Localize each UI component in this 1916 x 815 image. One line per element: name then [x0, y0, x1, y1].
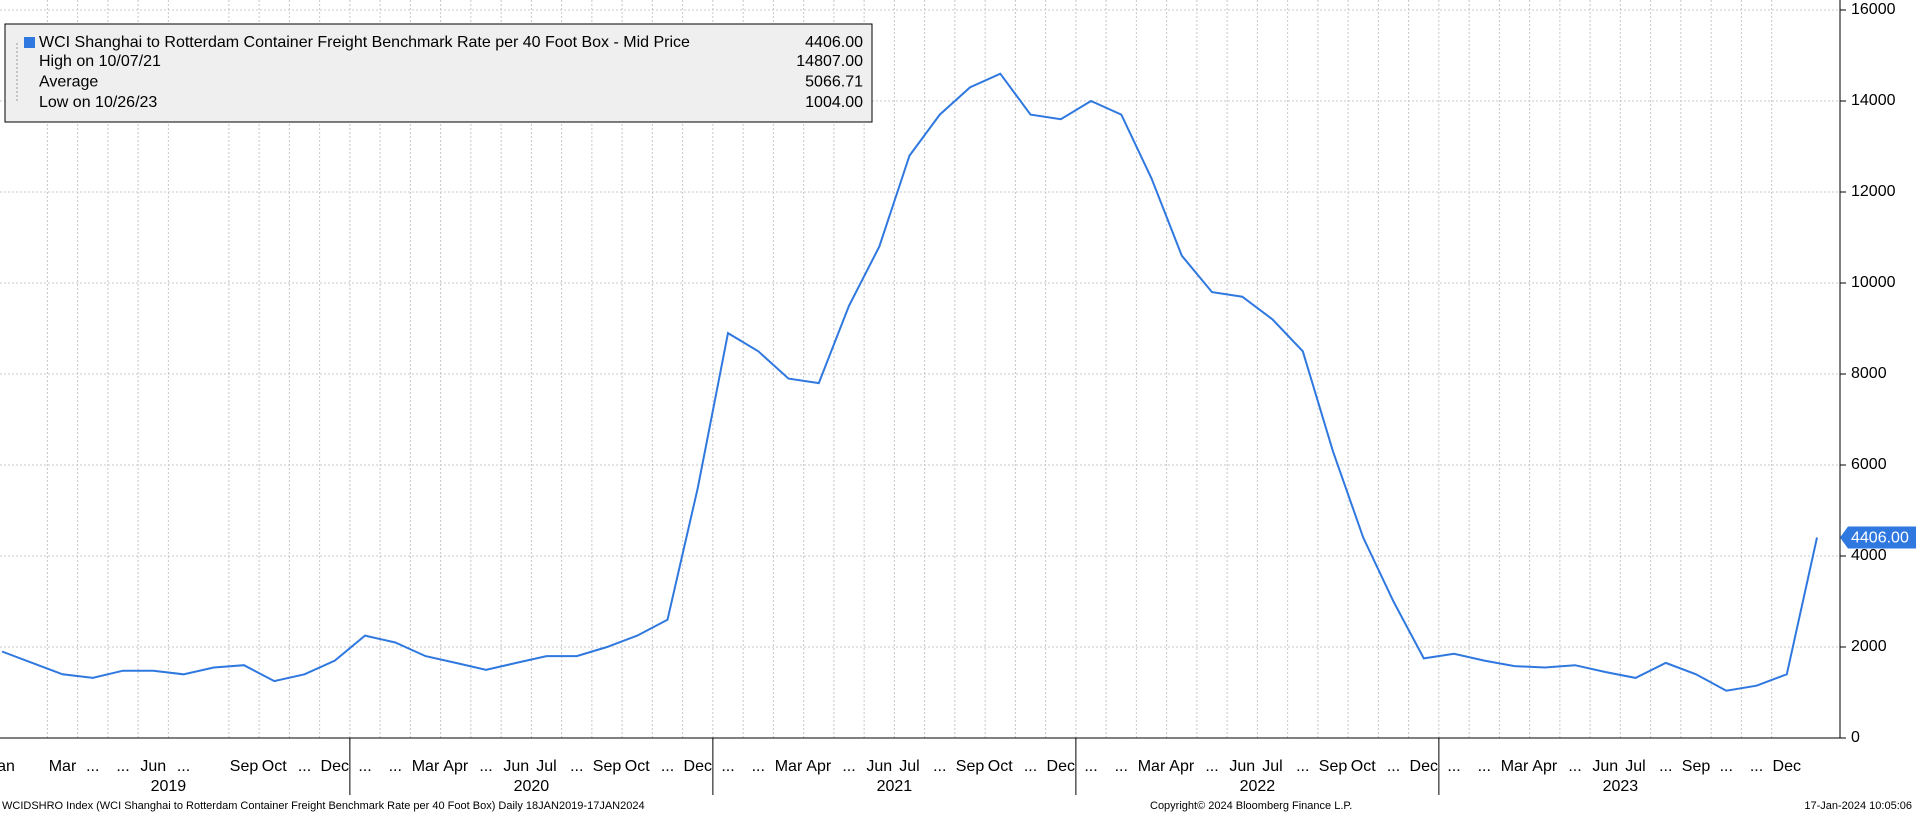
x-tick-label: ... [1115, 758, 1128, 775]
x-tick-label: ... [389, 758, 402, 775]
x-tick-label: Jul [1262, 758, 1282, 775]
year-label: 2021 [877, 778, 913, 795]
y-tick-label: 6000 [1851, 456, 1887, 473]
x-tick-label: Apr [1532, 758, 1558, 775]
legend-stat-label: Average [39, 74, 98, 91]
x-tick-label: Jul [536, 758, 556, 775]
legend-box [4, 23, 873, 123]
x-tick-label: Dec [1410, 758, 1438, 775]
x-tick-label: ... [752, 758, 765, 775]
legend-last: 4406.00 [805, 34, 863, 51]
y-tick-label: 0 [1851, 729, 1860, 746]
x-tick-label: ... [933, 758, 946, 775]
x-tick-label: ... [1205, 758, 1218, 775]
x-tick-label: Mar [1138, 758, 1166, 775]
x-tick-label: Dec [1047, 758, 1075, 775]
last-price-label: 4406.00 [1851, 530, 1909, 547]
x-tick-label: ... [842, 758, 855, 775]
x-tick-label: Jun [1592, 758, 1618, 775]
x-tick-label: Mar [412, 758, 440, 775]
x-tick-label: Mar [1501, 758, 1529, 775]
x-tick-label: ... [1296, 758, 1309, 775]
x-tick-label: Oct [262, 758, 287, 775]
x-tick-label: ... [1720, 758, 1733, 775]
year-label: 2022 [1240, 778, 1276, 795]
y-tick-label: 4000 [1851, 547, 1887, 564]
footer-left: WCIDSHRO Index (WCI Shanghai to Rotterda… [2, 800, 645, 812]
x-tick-label: Jul [899, 758, 919, 775]
x-tick-label: ... [661, 758, 674, 775]
x-tick-label: ... [86, 758, 99, 775]
x-tick-label: ... [570, 758, 583, 775]
x-tick-label: Jun [1229, 758, 1255, 775]
x-tick-label: Jan [0, 758, 15, 775]
x-tick-label: Sep [230, 758, 259, 775]
year-label: 2019 [151, 778, 187, 795]
year-label: 2023 [1603, 778, 1639, 795]
y-tick-label: 8000 [1851, 365, 1887, 382]
year-label: 2020 [514, 778, 550, 795]
y-tick-label: 14000 [1851, 92, 1896, 109]
x-tick-label: Dec [684, 758, 712, 775]
series-line [1, 72, 1818, 692]
legend-stat-value: 1004.00 [805, 94, 863, 111]
x-tick-label: ... [1084, 758, 1097, 775]
y-tick-label: 16000 [1851, 1, 1896, 18]
x-tick-label: ... [1024, 758, 1037, 775]
footer-right: 17-Jan-2024 10:05:06 [1804, 800, 1912, 812]
x-tick-label: ... [358, 758, 371, 775]
x-tick-label: ... [298, 758, 311, 775]
x-tick-label: ... [721, 758, 734, 775]
x-tick-label: Oct [1351, 758, 1376, 775]
x-tick-label: ... [1447, 758, 1460, 775]
legend: WCI Shanghai to Rotterdam Container Frei… [4, 23, 873, 123]
x-tick-label: Dec [1773, 758, 1801, 775]
x-tick-label: ... [1750, 758, 1763, 775]
x-tick-label: ... [116, 758, 129, 775]
x-tick-label: Sep [1682, 758, 1711, 775]
x-tick-label: Sep [1319, 758, 1348, 775]
x-tick-label: ... [1659, 758, 1672, 775]
y-tick-label: 10000 [1851, 274, 1896, 291]
legend-stat-value: 14807.00 [796, 53, 863, 70]
x-tick-label: Oct [625, 758, 650, 775]
x-tick-label: Jul [1625, 758, 1645, 775]
x-tick-label: Oct [988, 758, 1013, 775]
x-tick-label: Apr [443, 758, 469, 775]
legend-series-name: WCI Shanghai to Rotterdam Container Frei… [39, 34, 690, 51]
x-tick-label: Sep [956, 758, 985, 775]
legend-stat-value: 5066.71 [805, 74, 863, 91]
x-tick-label: Apr [806, 758, 832, 775]
x-tick-label: Sep [593, 758, 622, 775]
footer-center: Copyright© 2024 Bloomberg Finance L.P. [1150, 800, 1352, 812]
x-tick-label: Apr [1169, 758, 1195, 775]
legend-swatch [24, 37, 35, 48]
x-tick-label: ... [1568, 758, 1581, 775]
last-price-tag [1840, 526, 1916, 549]
legend-stat-label: High on 10/07/21 [39, 53, 161, 70]
x-tick-label: Jun [140, 758, 166, 775]
x-tick-label: ... [1387, 758, 1400, 775]
y-tick-label: 12000 [1851, 183, 1896, 200]
x-tick-label: ... [1478, 758, 1491, 775]
x-tick-label: ... [177, 758, 190, 775]
x-tick-label: Jun [866, 758, 892, 775]
y-tick-label: 2000 [1851, 638, 1887, 655]
x-tick-label: Mar [775, 758, 803, 775]
x-tick-label: Jun [503, 758, 529, 775]
x-tick-label: Dec [321, 758, 349, 775]
legend-stat-label: Low on 10/26/23 [39, 94, 157, 111]
x-tick-label: Mar [49, 758, 77, 775]
x-tick-label: ... [479, 758, 492, 775]
